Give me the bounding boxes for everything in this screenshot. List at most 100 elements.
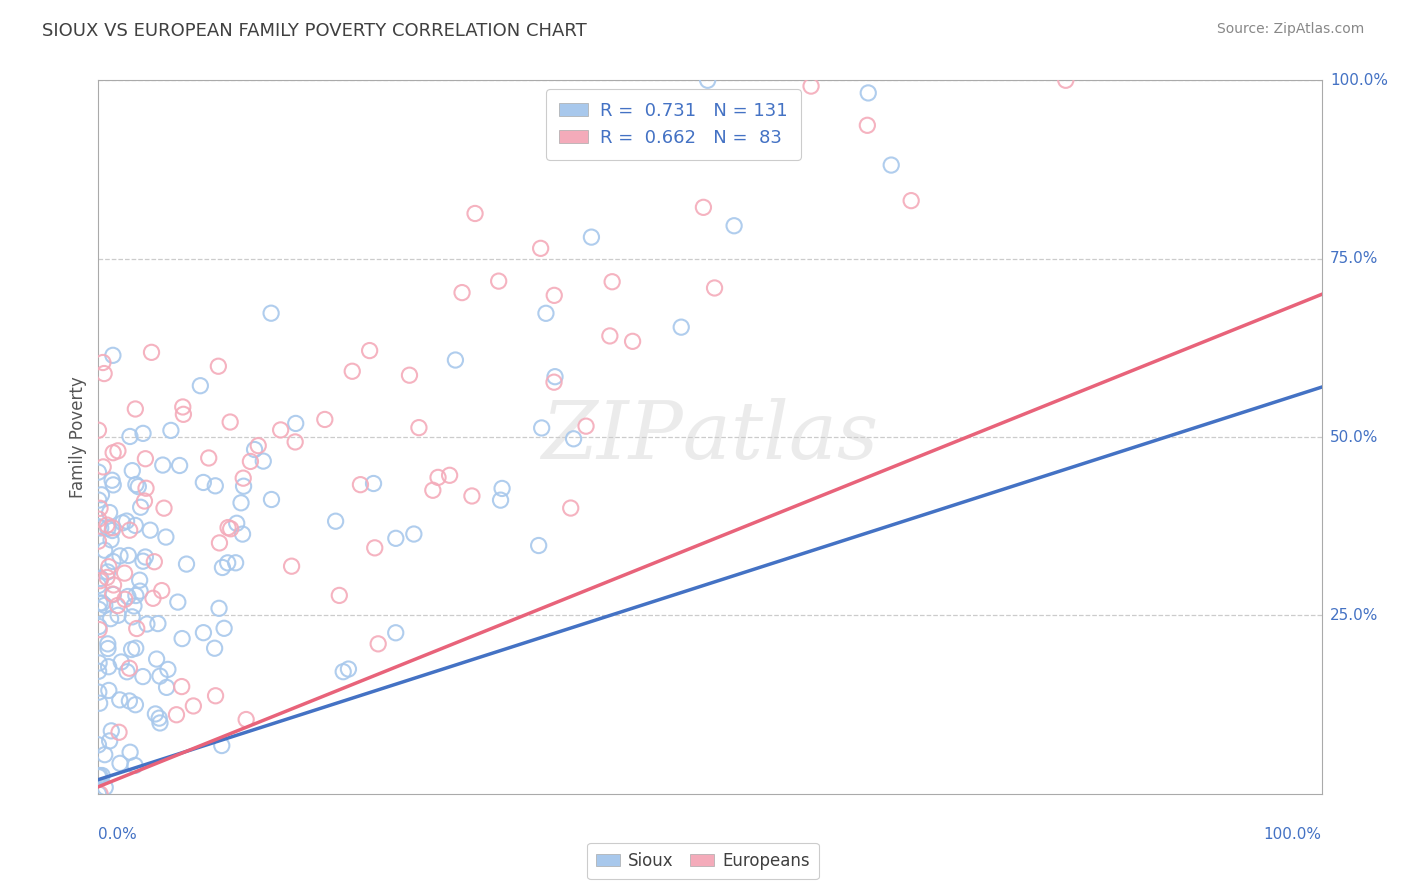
Point — [204, 641, 226, 656]
Point — [155, 681, 177, 695]
Point — [125, 477, 148, 491]
Point — [91, 596, 114, 610]
Point — [111, 516, 134, 530]
Point — [132, 554, 155, 568]
Point — [114, 592, 136, 607]
Point — [527, 539, 550, 553]
Point — [87, 465, 110, 479]
Point — [100, 533, 122, 547]
Point — [91, 355, 114, 369]
Point — [125, 622, 148, 636]
Point — [235, 713, 257, 727]
Point — [280, 559, 302, 574]
Point — [121, 642, 143, 657]
Point — [671, 320, 693, 334]
Point — [204, 689, 226, 703]
Point — [225, 556, 247, 570]
Point — [408, 420, 430, 434]
Point — [107, 443, 129, 458]
Point — [135, 617, 157, 632]
Point — [204, 479, 226, 493]
Point — [219, 522, 242, 536]
Point — [488, 274, 510, 288]
Point — [155, 530, 177, 544]
Point — [530, 241, 553, 255]
Point — [98, 506, 121, 520]
Point — [101, 521, 124, 535]
Point — [402, 527, 425, 541]
Point — [193, 475, 215, 490]
Point — [543, 288, 565, 302]
Point — [464, 206, 486, 220]
Point — [217, 556, 239, 570]
Point — [284, 434, 307, 449]
Point — [489, 493, 512, 508]
Point — [108, 725, 131, 739]
Point — [212, 621, 235, 635]
Point — [103, 587, 125, 601]
Point — [108, 693, 131, 707]
Point — [439, 468, 461, 483]
Point — [232, 471, 254, 485]
Point — [723, 219, 745, 233]
Point — [93, 367, 115, 381]
Point — [599, 329, 621, 343]
Text: Source: ZipAtlas.com: Source: ZipAtlas.com — [1216, 22, 1364, 37]
Point — [118, 429, 141, 443]
Point — [143, 555, 166, 569]
Text: 100.0%: 100.0% — [1264, 827, 1322, 841]
Point — [91, 768, 114, 782]
Point — [103, 578, 125, 592]
Point — [121, 464, 143, 478]
Point — [146, 616, 169, 631]
Legend: R =  0.731   N = 131, R =  0.662   N =  83: R = 0.731 N = 131, R = 0.662 N = 83 — [546, 89, 800, 160]
Point — [89, 596, 111, 610]
Point — [132, 669, 155, 683]
Point — [118, 523, 141, 537]
Point — [451, 285, 474, 300]
Point — [89, 696, 111, 710]
Point — [208, 536, 231, 550]
Point — [314, 412, 336, 426]
Point — [101, 473, 124, 487]
Point — [153, 501, 176, 516]
Point — [149, 669, 172, 683]
Text: SIOUX VS EUROPEAN FAMILY POVERTY CORRELATION CHART: SIOUX VS EUROPEAN FAMILY POVERTY CORRELA… — [42, 22, 586, 40]
Point — [692, 200, 714, 214]
Point — [900, 194, 922, 208]
Point — [160, 424, 183, 438]
Point — [89, 787, 111, 801]
Point — [188, 378, 211, 392]
Point — [328, 588, 350, 602]
Point — [97, 637, 120, 651]
Point — [108, 549, 131, 563]
Point — [534, 306, 557, 320]
Point — [87, 619, 110, 633]
Point — [89, 623, 111, 637]
Point — [581, 230, 603, 244]
Point — [284, 417, 307, 431]
Point — [97, 521, 120, 535]
Point — [217, 520, 239, 534]
Point — [398, 368, 420, 383]
Point — [107, 599, 129, 613]
Point — [491, 482, 513, 496]
Point — [135, 481, 157, 495]
Point — [170, 680, 193, 694]
Point — [349, 477, 371, 491]
Point — [89, 574, 111, 588]
Point — [239, 454, 262, 468]
Point — [87, 685, 110, 699]
Point — [145, 652, 167, 666]
Point — [193, 625, 215, 640]
Point — [260, 306, 283, 320]
Point — [96, 570, 118, 584]
Point — [97, 659, 120, 673]
Point — [87, 493, 110, 508]
Point — [332, 665, 354, 679]
Point — [363, 476, 385, 491]
Point — [90, 488, 112, 502]
Text: ZIP​atlas: ZIP​atlas — [541, 399, 879, 475]
Point — [100, 723, 122, 738]
Point — [367, 637, 389, 651]
